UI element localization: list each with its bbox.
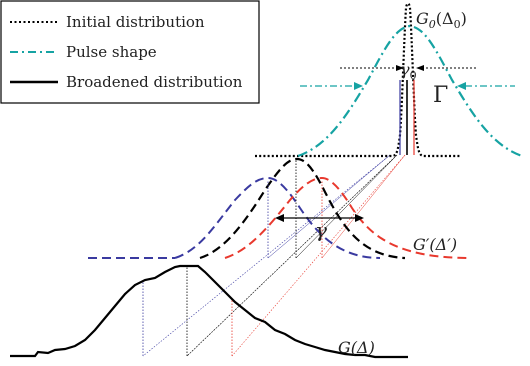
gamma-left-arrowhead	[275, 214, 284, 222]
gamma0-left-arrowhead	[396, 65, 404, 71]
g0-label: G0(Δ0)	[416, 9, 467, 31]
gamma0-label: γ0	[400, 60, 417, 82]
big-gamma-right-arrowhead	[457, 82, 466, 90]
broadened-distribution-curve	[10, 264, 408, 359]
legend-box	[0, 0, 260, 104]
top-layer	[255, 2, 523, 158]
connector-red-mid	[321, 154, 406, 259]
g-prime-label: G′(Δ′)	[413, 235, 457, 254]
gamma0-right-arrowhead	[416, 65, 424, 71]
connector-blue-upper	[142, 154, 391, 357]
connector-lines	[142, 154, 406, 357]
g-label: G(Δ)	[338, 338, 375, 357]
connector-black-mid	[295, 154, 398, 259]
gamma-right-arrowhead	[355, 214, 364, 222]
connector-blue-mid	[267, 154, 391, 259]
connector-red-upper	[231, 154, 406, 357]
bottom-layer	[10, 264, 408, 359]
legend-label-broadened: Broadened distribution	[66, 73, 243, 91]
legend-label-pulse: Pulse shape	[66, 43, 157, 61]
middle-layer	[88, 157, 471, 260]
pulse-shape-curve	[297, 24, 523, 158]
middle-curve-black	[199, 157, 406, 260]
middle-curve-red	[224, 176, 471, 259]
gamma-label: γ	[315, 218, 327, 242]
legend: Initial distribution Pulse shape Broaden…	[0, 0, 260, 104]
connector-black-upper	[186, 154, 398, 357]
big-gamma-left-arrowhead	[354, 82, 363, 90]
big-gamma-label: Γ	[433, 83, 448, 108]
legend-label-initial: Initial distribution	[66, 13, 205, 31]
